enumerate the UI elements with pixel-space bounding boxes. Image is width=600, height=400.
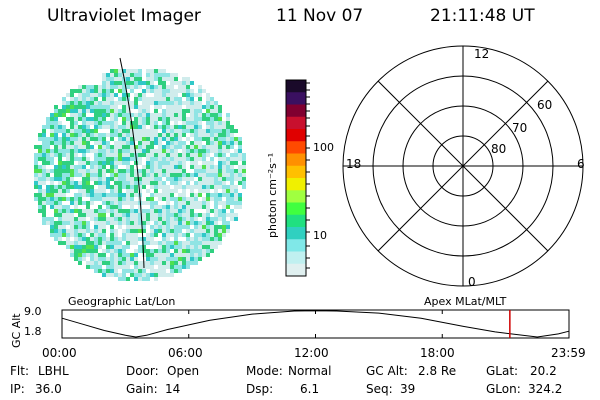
mlt-label-6: 6: [577, 157, 585, 171]
mlt-label-18: 18: [346, 157, 362, 171]
status-door-value: Open: [167, 364, 200, 378]
mlt-label-0: 0: [468, 275, 476, 289]
status-glat-value: 20.2: [530, 364, 557, 378]
date-label: 11 Nov 07: [276, 6, 364, 26]
uv-image-disk: [34, 57, 246, 281]
colorbar-unit-label: photon cm⁻²s⁻¹: [266, 152, 279, 238]
status-gcalt-key: GC Alt:: [366, 364, 408, 378]
status-seq-key: Seq:: [366, 382, 393, 396]
lat-label-70: 70: [512, 121, 528, 135]
x-tick-1200: 12:00: [294, 346, 329, 360]
status-gain-key: Gain:: [126, 382, 158, 396]
mlt-label-12: 12: [474, 47, 490, 61]
y-tick-low: 1.8: [24, 325, 42, 338]
x-tick-2359: 23:59: [551, 346, 586, 360]
status-seq-value: 39: [400, 382, 416, 396]
colorbar-tick-100: 100: [313, 141, 334, 154]
status-glon-key: GLon:: [486, 382, 521, 396]
altitude-curve: [61, 310, 570, 338]
geographic-label: Geographic Lat/Lon: [68, 295, 176, 308]
polar-grid: [342, 45, 584, 287]
x-tick-1800: 18:00: [420, 346, 455, 360]
color-bar: [285, 79, 310, 277]
status-glon-value: 324.2: [528, 382, 563, 396]
status-mode-key: Mode:: [246, 364, 283, 378]
altitude-timeline: [61, 309, 570, 339]
status-ip-value: 36.0: [35, 382, 62, 396]
status-dsp-value: 6.1: [300, 382, 320, 396]
instrument-title: Ultraviolet Imager: [47, 6, 201, 26]
time-label: 21:11:48 UT: [430, 6, 535, 26]
gc-alt-axis-label: GC Alt: [10, 313, 23, 348]
status-glat-key: GLat:: [486, 364, 519, 378]
status-door-key: Door:: [126, 364, 159, 378]
x-tick-0000: 00:00: [42, 346, 77, 360]
status-ip-key: IP:: [10, 382, 25, 396]
status-dsp-key: Dsp:: [246, 382, 274, 396]
x-tick-0600: 06:00: [168, 346, 203, 360]
status-flt-value: LBHL: [38, 364, 69, 378]
lat-label-60: 60: [537, 98, 553, 112]
colorbar-tick-10: 10: [313, 229, 327, 242]
lat-label-80: 80: [491, 142, 507, 156]
status-gcalt-value: 2.8 Re: [418, 364, 457, 378]
status-gain-value: 14: [165, 382, 181, 396]
terminator-line: [119, 57, 145, 269]
status-flt-key: Flt:: [10, 364, 29, 378]
apex-label: Apex MLat/MLT: [424, 295, 507, 308]
status-mode-value: Normal: [288, 364, 332, 378]
y-tick-high: 9.0: [24, 305, 42, 318]
